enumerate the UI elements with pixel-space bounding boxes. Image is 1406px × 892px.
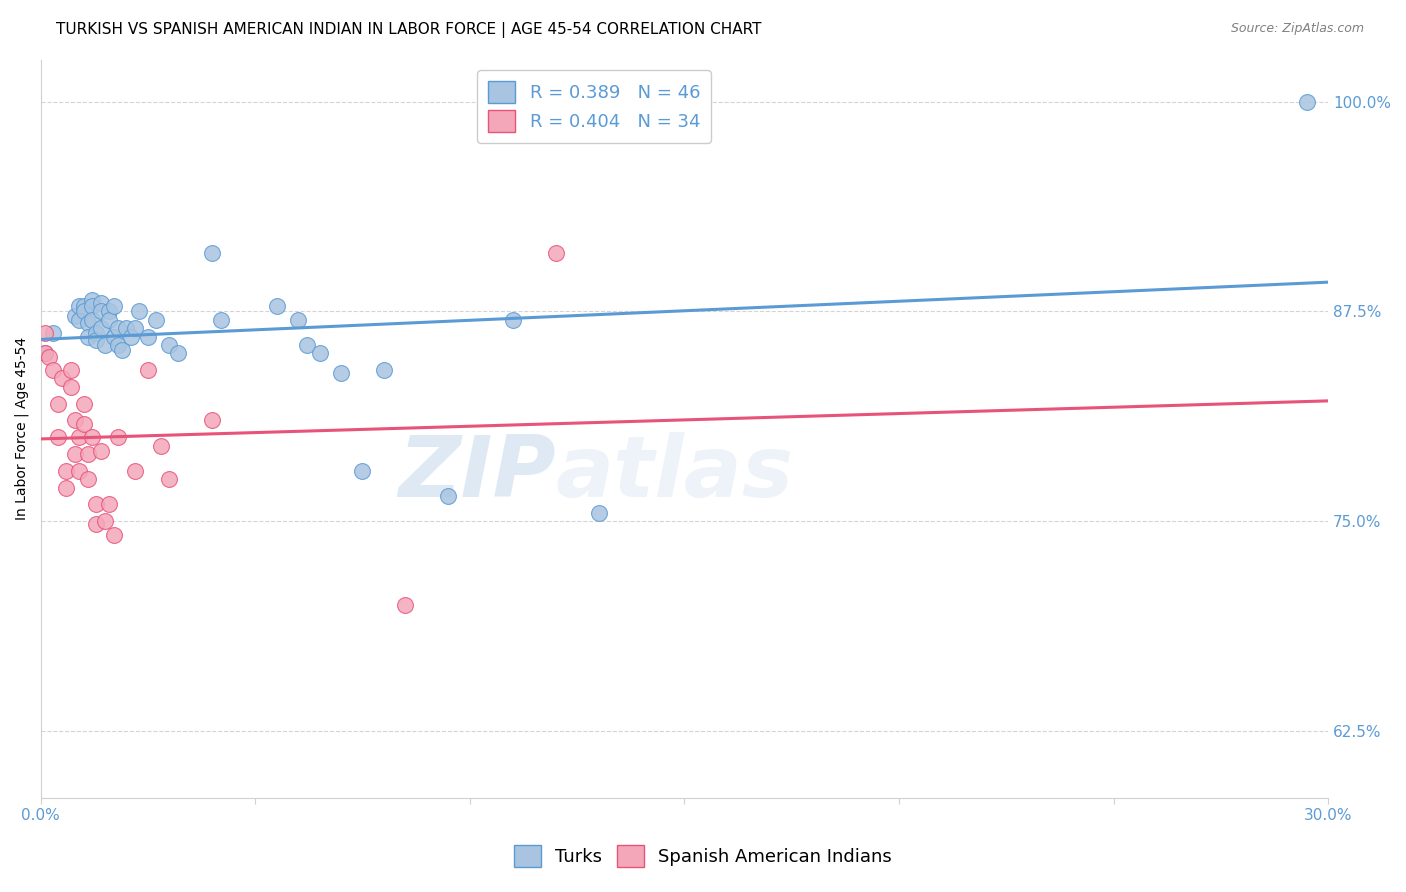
Legend: R = 0.389   N = 46, R = 0.404   N = 34: R = 0.389 N = 46, R = 0.404 N = 34 (478, 70, 711, 143)
Point (98, 497, 121, 511)
Point (90, 443, 112, 458)
Point (76, 447, 98, 461)
Point (82, 299, 104, 313)
Point (266, 299, 288, 313)
Point (34, 326, 56, 341)
Point (59, 380, 82, 394)
Point (46, 430, 69, 444)
Point (167, 346, 190, 360)
Point (67, 430, 90, 444)
Point (63, 310, 86, 324)
Point (72, 417, 94, 431)
Point (72, 397, 94, 411)
Point (72, 299, 94, 313)
Point (157, 472, 180, 486)
Point (55, 464, 77, 478)
Point (76, 472, 98, 486)
Point (55, 481, 77, 495)
Point (149, 439, 172, 453)
Point (98, 304, 121, 318)
Point (82, 312, 104, 326)
Text: TURKISH VS SPANISH AMERICAN INDIAN IN LABOR FORCE | AGE 45-54 CORRELATION CHART: TURKISH VS SPANISH AMERICAN INDIAN IN LA… (56, 22, 762, 38)
Point (544, 245, 567, 260)
Point (128, 304, 150, 318)
Point (201, 245, 224, 260)
Point (82, 430, 104, 444)
Point (107, 338, 129, 352)
Point (502, 312, 524, 326)
Point (373, 363, 395, 377)
Point (136, 363, 159, 377)
Point (103, 329, 125, 343)
Point (82, 293, 104, 307)
Point (76, 316, 98, 330)
Point (330, 367, 353, 381)
Point (145, 312, 167, 326)
Point (67, 312, 90, 326)
Point (90, 304, 112, 318)
Point (111, 343, 134, 357)
Text: Source: ZipAtlas.com: Source: ZipAtlas.com (1230, 22, 1364, 36)
Point (63, 447, 86, 461)
Point (209, 312, 232, 326)
Point (63, 413, 86, 427)
Point (124, 464, 146, 478)
Text: ZIP: ZIP (398, 432, 555, 515)
Point (86, 517, 108, 532)
Text: atlas: atlas (555, 432, 794, 515)
Point (295, 338, 318, 352)
Point (394, 598, 416, 612)
Point (107, 430, 129, 444)
Point (103, 527, 125, 541)
Point (136, 329, 159, 343)
Point (94, 338, 117, 352)
Point (59, 363, 82, 377)
Point (42, 326, 65, 341)
Point (67, 299, 90, 313)
Point (588, 506, 610, 520)
Point (86, 497, 108, 511)
Y-axis label: In Labor Force | Age 45-54: In Labor Force | Age 45-54 (15, 337, 30, 520)
Point (46, 397, 69, 411)
Point (287, 312, 309, 326)
Point (86, 333, 108, 347)
Point (437, 489, 460, 503)
Legend: Turks, Spanish American Indians: Turks, Spanish American Indians (506, 838, 900, 874)
Point (115, 321, 138, 335)
Point (94, 514, 117, 528)
Point (72, 304, 94, 318)
Point (103, 299, 125, 313)
Point (308, 346, 330, 360)
Point (107, 321, 129, 335)
Point (76, 329, 98, 343)
Point (1295, 95, 1317, 109)
Point (352, 464, 374, 478)
Point (51, 371, 73, 385)
Point (124, 321, 146, 335)
Point (67, 464, 90, 478)
Point (157, 338, 180, 352)
Point (42, 363, 65, 377)
Point (34, 346, 56, 360)
Point (90, 296, 112, 310)
Point (201, 413, 224, 427)
Point (90, 321, 112, 335)
Point (86, 326, 108, 341)
Point (34, 346, 56, 360)
Point (120, 329, 142, 343)
Point (98, 312, 121, 326)
Point (38, 350, 60, 364)
